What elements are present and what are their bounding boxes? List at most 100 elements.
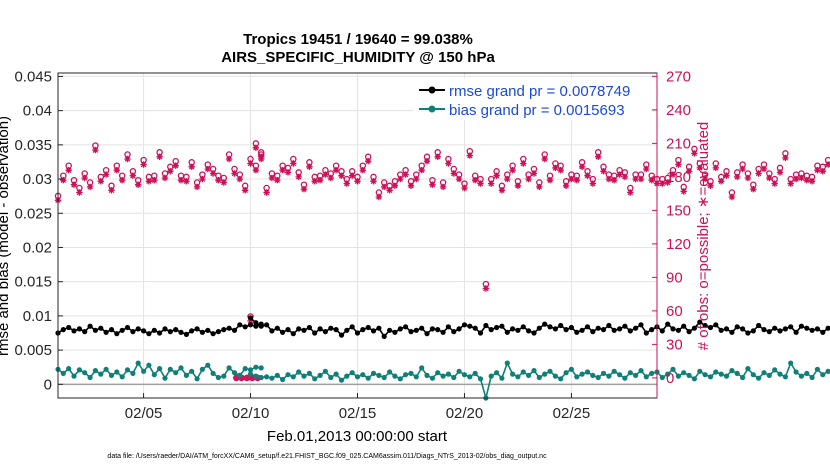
rmse-point <box>467 323 473 329</box>
bias-point <box>547 368 553 374</box>
obs-evaluated-point <box>648 177 655 184</box>
obs-evaluated-point <box>824 161 830 168</box>
rmse-point <box>825 325 830 331</box>
obs-evaluated-point <box>707 182 714 189</box>
obs-evaluated-point <box>322 171 329 178</box>
obs-evaluated-point <box>605 175 613 183</box>
bias-point <box>584 369 591 375</box>
bias-point <box>622 375 628 381</box>
rmse-point <box>264 322 270 328</box>
rmse-point <box>515 327 521 333</box>
rmse-point <box>520 324 526 330</box>
obs-evaluated-point <box>242 187 249 194</box>
x-tick-label: 02/20 <box>446 405 484 422</box>
obs-evaluated-point <box>568 175 575 183</box>
rmse-point <box>178 329 184 335</box>
rmse-point <box>71 328 77 334</box>
rmse-point <box>82 329 88 335</box>
chart-title: Tropics 19451 / 19640 = 99.038% <box>243 31 473 48</box>
bias-point <box>210 370 216 376</box>
bias-point <box>579 371 585 377</box>
rmse-point <box>531 330 537 336</box>
obs-evaluated-point <box>429 181 436 188</box>
y-left-tick-label: 0.025 <box>14 205 52 222</box>
rmse-point <box>702 322 708 329</box>
bias-point <box>108 372 115 378</box>
bias-point <box>328 374 334 381</box>
rmse-point <box>173 327 179 333</box>
rmse-point <box>761 327 767 333</box>
obs-evaluated-point <box>209 170 217 177</box>
obs-evaluated-point <box>108 187 115 194</box>
obs-evaluated-point <box>627 189 634 196</box>
y-left-tick-label: 0.045 <box>14 68 52 85</box>
rmse-point <box>151 327 157 333</box>
bias-series <box>55 360 830 402</box>
rmse-point <box>745 330 751 336</box>
rmse-point <box>226 325 232 331</box>
rmse-point <box>66 324 72 331</box>
rmse-point <box>231 327 238 333</box>
rmse-point <box>247 322 254 328</box>
rmse-point <box>558 322 564 329</box>
bias-point <box>370 370 377 376</box>
bias-point <box>82 370 88 376</box>
obs-evaluated-point <box>407 182 415 189</box>
obs-evaluated-point <box>349 172 356 179</box>
bias-point <box>247 371 254 377</box>
y-left-tick-label: 0.04 <box>23 103 52 120</box>
y-right-tick-label: 120 <box>666 236 691 253</box>
bias-point <box>397 376 403 382</box>
obs-evaluated-point <box>616 171 623 178</box>
rmse-point <box>643 330 649 336</box>
obs-evaluated-point <box>215 177 222 184</box>
obs-evaluated-point <box>552 164 559 172</box>
obs-evaluated-point <box>300 186 308 193</box>
rmse-point <box>483 322 489 329</box>
obs-evaluated-point <box>86 183 94 191</box>
obs-evaluated-point <box>183 178 190 185</box>
rmse-point <box>408 329 414 335</box>
obs-evaluated-point <box>193 183 201 191</box>
bias-point <box>157 366 163 372</box>
bias-point <box>130 370 136 376</box>
bias-point <box>558 376 564 382</box>
obs-evaluated-point <box>397 175 404 183</box>
legend-rmse-marker <box>428 86 436 94</box>
obs-evaluated-point <box>177 177 185 184</box>
y-right-tick-label: 210 <box>666 135 691 152</box>
obs-evaluated-point <box>584 172 591 179</box>
obs-evaluated-point <box>92 146 99 154</box>
obs-evaluated-point <box>439 183 447 191</box>
rmse-point <box>670 326 676 332</box>
rmse-point <box>183 331 189 337</box>
obs-evaluated-point <box>766 174 773 182</box>
rmse-point <box>242 324 248 330</box>
rmse-line <box>249 317 830 338</box>
obs-evaluated-point <box>188 163 195 170</box>
bias-point <box>761 370 767 376</box>
bias-point <box>681 370 687 376</box>
rmse-point <box>280 329 286 335</box>
bias-point <box>627 370 633 376</box>
x-tick-label: 02/05 <box>125 405 163 422</box>
bias-point <box>574 374 580 380</box>
bias-point <box>659 374 665 381</box>
rmse-point <box>456 326 462 332</box>
bias-point <box>750 372 756 378</box>
rmse-point <box>424 331 430 337</box>
bias-point <box>424 372 430 378</box>
legend-bias-marker <box>428 105 436 113</box>
obs-evaluated-point <box>744 174 752 182</box>
rmse-point <box>461 322 468 328</box>
bias-point <box>451 374 457 381</box>
bias-point <box>509 371 516 377</box>
obs-evaluated-point <box>734 173 741 181</box>
bias-point <box>435 370 441 376</box>
rmse-point <box>376 325 382 331</box>
rmse-point <box>167 329 173 335</box>
obs-evaluated-point <box>621 173 629 181</box>
rmse-point <box>686 329 692 335</box>
obs-evaluated-point <box>461 184 468 192</box>
rmse-point <box>472 325 478 331</box>
